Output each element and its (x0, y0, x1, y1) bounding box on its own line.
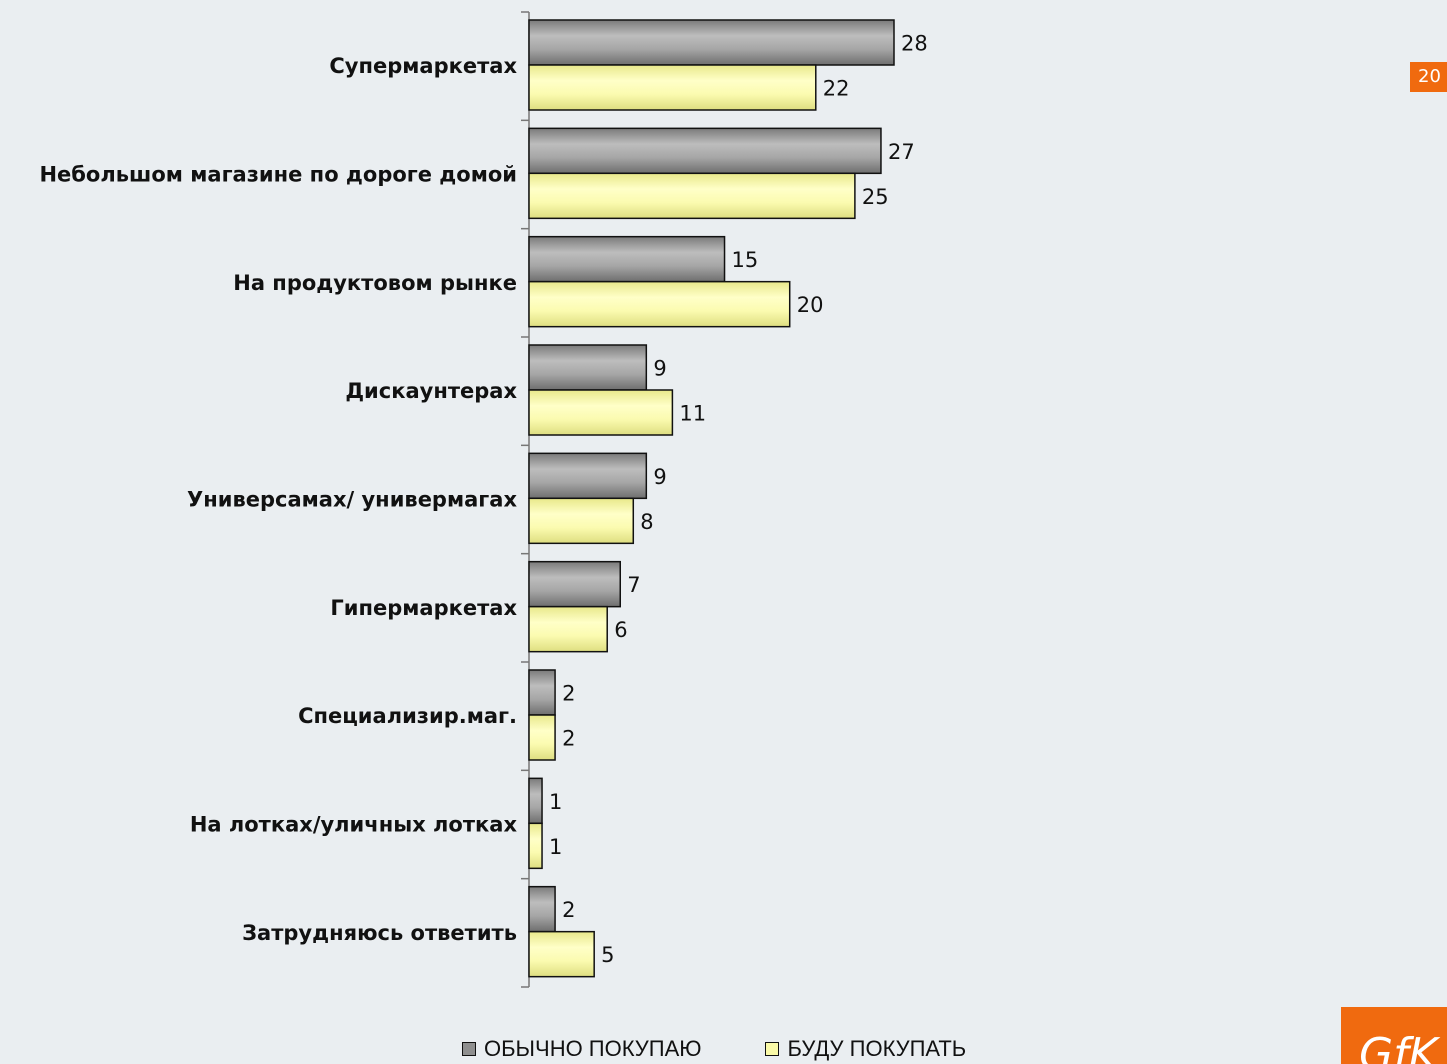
data-label: 2 (562, 898, 575, 922)
bar-series-1 (528, 235, 726, 283)
category-label: Дискаунтерах (345, 379, 517, 403)
bar-series-2 (528, 605, 608, 653)
legend-label-series-1: ОБЫЧНО ПОКУПАЮ (484, 1036, 702, 1061)
category-label: Гипермаркетах (330, 596, 517, 620)
bar-series-2 (528, 714, 556, 761)
bar-series-2 (528, 280, 791, 328)
category-label: На лотках/уличных лотках (190, 813, 518, 837)
category-label: На продуктовом рынке (233, 271, 517, 295)
legend-item-series-2: БУДУ ПОКУПАТЬ (765, 1036, 966, 1062)
data-label: 20 (797, 293, 824, 317)
data-label: 9 (653, 357, 666, 381)
data-label: 9 (653, 465, 666, 489)
data-label: 28 (901, 32, 928, 56)
bar-series-2 (528, 497, 635, 545)
category-label: Специализир.маг. (298, 704, 517, 728)
data-label: 7 (627, 573, 640, 597)
data-label: 25 (862, 185, 889, 209)
bar-series-2 (528, 822, 543, 870)
bar-series-1 (528, 19, 895, 66)
data-label: 22 (823, 77, 850, 101)
page-number-badge: 20 (1410, 62, 1447, 92)
bar-series-2 (528, 930, 595, 978)
bar-series-1 (528, 777, 543, 825)
category-label: Небольшом магазине по дороге домой (39, 163, 517, 187)
bar-series-1 (528, 560, 621, 608)
data-label: 1 (549, 835, 562, 859)
bar-series-1 (528, 885, 556, 933)
bar-series-2 (528, 389, 674, 436)
bar-series-2 (528, 64, 817, 111)
bar-series-1 (528, 344, 648, 391)
category-label: Универсамах/ универмагах (187, 488, 517, 512)
data-label: 2 (562, 682, 575, 706)
bar-series-1 (528, 452, 648, 500)
category-label: Затрудняюсь ответить (242, 921, 517, 945)
category-label: Супермаркетах (329, 54, 517, 78)
data-label: 15 (732, 248, 759, 272)
gfk-logo: GfK (1341, 1007, 1447, 1064)
legend-label-series-2: БУДУ ПОКУПАТЬ (787, 1036, 967, 1061)
bar-series-1 (528, 127, 882, 175)
chart-legend: ОБЫЧНО ПОКУПАЮ БУДУ ПОКУПАТЬ (462, 1036, 1030, 1062)
data-label: 11 (679, 402, 706, 426)
data-label: 1 (549, 790, 562, 814)
data-label: 2 (562, 727, 575, 751)
data-label: 27 (888, 140, 915, 164)
legend-swatch-yellow (765, 1042, 780, 1056)
data-label: 5 (601, 943, 614, 967)
bar-series-2 (528, 172, 856, 220)
data-label: 6 (614, 618, 627, 642)
bar-series-1 (528, 669, 556, 716)
data-label: 8 (640, 510, 653, 534)
legend-swatch-gray (462, 1042, 476, 1056)
gfk-logo-text: GfK (1359, 1029, 1438, 1064)
legend-item-series-1: ОБЫЧНО ПОКУПАЮ (462, 1036, 701, 1062)
